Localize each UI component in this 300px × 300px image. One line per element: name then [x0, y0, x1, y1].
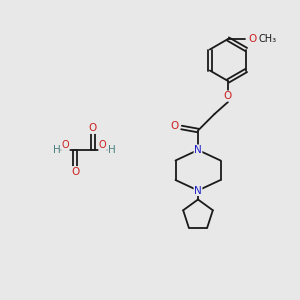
Text: O: O — [224, 91, 232, 101]
Text: O: O — [71, 167, 79, 177]
Text: O: O — [171, 121, 179, 131]
Text: H: H — [108, 145, 116, 155]
Text: O: O — [249, 34, 257, 44]
Text: CH₃: CH₃ — [259, 34, 277, 44]
Text: O: O — [99, 140, 106, 151]
Text: H: H — [52, 145, 60, 155]
Text: N: N — [194, 185, 202, 196]
Text: O: O — [89, 123, 97, 134]
Text: O: O — [61, 140, 69, 151]
Text: N: N — [194, 145, 202, 155]
